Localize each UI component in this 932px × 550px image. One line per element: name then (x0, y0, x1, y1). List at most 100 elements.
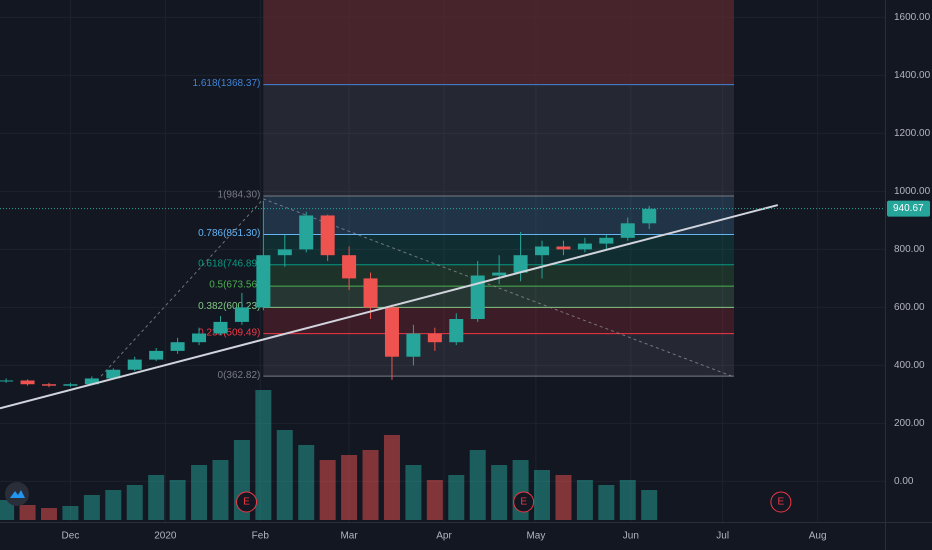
x-tick-label: Dec (62, 531, 80, 542)
candle-body (620, 223, 635, 238)
price-layer (0, 198, 885, 410)
candle-body (492, 272, 507, 276)
candle-body (127, 359, 142, 370)
volume-bar (619, 480, 636, 520)
fib-level-label: 0(362.82) (218, 370, 261, 381)
event-circle (770, 491, 792, 513)
fib-anchor-line (100, 198, 735, 378)
x-tick-label: Jun (623, 531, 639, 542)
candle-body (342, 255, 357, 279)
x-tick-label: Aug (809, 531, 827, 542)
volume-bar (469, 450, 486, 520)
x-tick-label: Feb (252, 531, 270, 542)
volume-bar (598, 485, 615, 520)
volume-layer (0, 390, 658, 520)
volume-bar (0, 500, 15, 520)
volume-bar (319, 460, 336, 520)
fib-band (263, 307, 735, 334)
candle-body (277, 249, 292, 256)
grid-layer (0, 0, 885, 522)
volume-bar (576, 480, 593, 520)
fib-level-label: 1.618(1368.37) (193, 78, 261, 89)
last-price-label: 940.67 (893, 203, 924, 214)
fib-band (263, 0, 735, 85)
y-tick-label: 1000.00 (894, 186, 931, 197)
y-tick-label: 400.00 (894, 360, 925, 371)
candle-body (149, 350, 164, 360)
y-tick-label: 800.00 (894, 244, 925, 255)
logo-mark (10, 490, 25, 498)
fib-layer: 1.618(1368.37) 1(984.30) 0.786(851.30) 0.61… (193, 0, 735, 381)
candle-body (213, 321, 228, 334)
candle-body (599, 237, 614, 244)
volume-bar (148, 475, 165, 520)
candle-body (513, 255, 528, 273)
volume-bar (126, 485, 143, 520)
candle-body (41, 384, 56, 386)
x-tick-label: 2020 (154, 531, 177, 542)
event-circle (513, 491, 535, 513)
candle-body (406, 333, 421, 357)
fib-level-label: 0.382(600.23) (198, 301, 260, 312)
candle-body (299, 215, 314, 250)
volume-bar (448, 475, 465, 520)
y-tick-label: 1200.00 (894, 128, 931, 139)
volume-bar (62, 506, 79, 520)
volume-bar (491, 465, 508, 520)
candle-body (20, 380, 35, 385)
candle-body (106, 369, 121, 379)
volume-bar (641, 490, 658, 520)
candle-body (170, 342, 185, 351)
candle-body (642, 208, 657, 224)
volume-bar (362, 450, 379, 520)
candle-body (535, 246, 550, 256)
event-label: E (243, 497, 250, 508)
event-marker[interactable]: E (236, 491, 258, 513)
volume-bar (255, 390, 272, 520)
x-tick-label: May (526, 531, 545, 542)
event-label: E (778, 497, 785, 508)
candle-body (427, 333, 442, 343)
candle-body (0, 380, 14, 382)
candle-body (470, 275, 485, 319)
event-label: E (520, 497, 527, 508)
volume-bar (191, 465, 208, 520)
volume-bar (555, 475, 572, 520)
candle-body (320, 215, 335, 256)
fib-band (263, 84, 735, 196)
volume-bar (426, 480, 443, 520)
trendline (0, 204, 779, 410)
volume-bar (83, 495, 100, 520)
fib-band (263, 333, 735, 377)
volume-bar (405, 465, 422, 520)
candle-body (449, 319, 464, 343)
volume-bar (19, 505, 36, 520)
candle-body (363, 278, 378, 308)
candle-body (63, 384, 78, 386)
candle-body (577, 243, 592, 250)
volume-bar (105, 490, 122, 520)
fib-level-label: 0.5(673.56) (209, 280, 260, 291)
x-tick-label: Jul (716, 531, 729, 542)
volume-bar (298, 445, 315, 520)
y-tick-label: 600.00 (894, 302, 925, 313)
fib-level-label: 0.786(851.30) (198, 228, 260, 239)
volume-bar (276, 430, 293, 520)
candle-body (234, 307, 249, 322)
volume-bar (383, 435, 400, 520)
volume-bar (169, 480, 186, 520)
x-tick-label: Apr (436, 531, 452, 542)
candle-body (84, 378, 99, 385)
y-tick-label: 1400.00 (894, 70, 931, 81)
event-marker[interactable]: E (513, 491, 535, 513)
fib-level-label: 0.618(746.89) (198, 258, 260, 269)
fib-level-label: 0.236(509.49) (198, 327, 260, 338)
volume-bar (212, 460, 229, 520)
candle-body (256, 255, 271, 308)
event-marker[interactable]: E (770, 491, 792, 513)
volume-bar (534, 470, 551, 520)
logo[interactable] (5, 482, 29, 506)
